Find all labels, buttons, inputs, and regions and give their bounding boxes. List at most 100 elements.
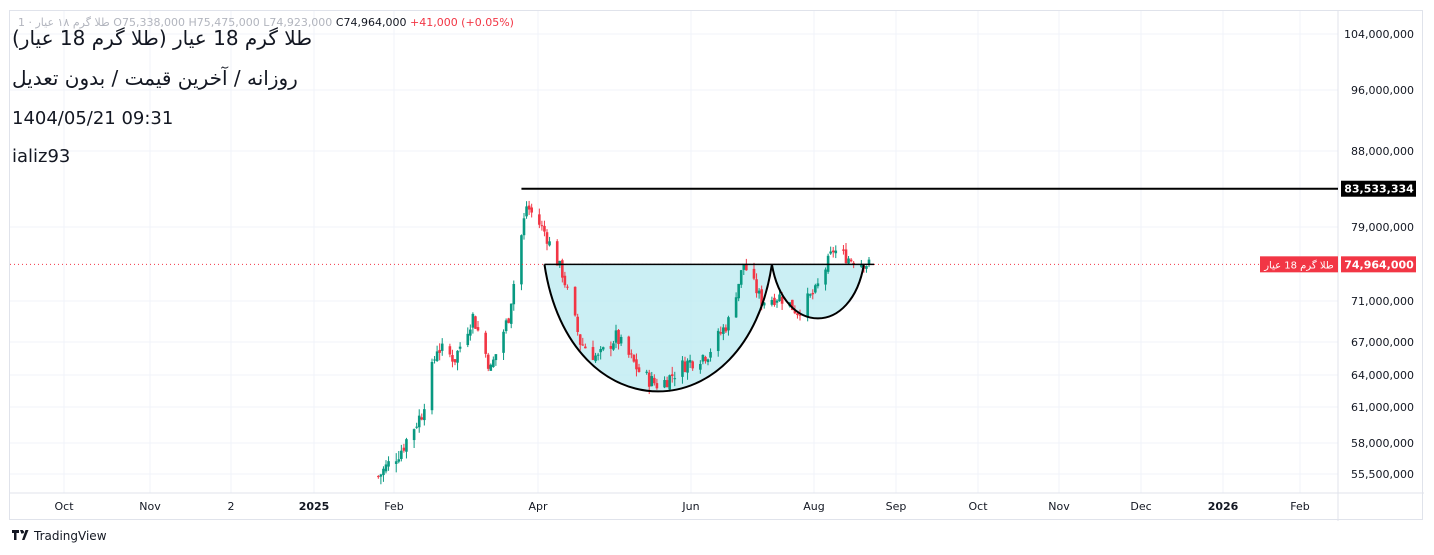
- candle-body: [737, 283, 740, 299]
- candle-body: [563, 275, 567, 286]
- candle-body: [484, 332, 487, 354]
- candle-body: [798, 314, 802, 316]
- candle-body: [433, 359, 436, 361]
- candle-body: [793, 309, 797, 314]
- y-tick-label: 104,000,000: [1344, 28, 1414, 41]
- candle-body: [806, 293, 809, 317]
- y-tick-label: 58,000,000: [1351, 437, 1414, 450]
- candle-body: [619, 336, 623, 344]
- candle-body: [469, 329, 472, 336]
- x-tick-label: Oct: [968, 500, 988, 513]
- handle-curve: [770, 264, 865, 320]
- last-price-text: 74,964,000: [1344, 258, 1414, 271]
- last-price-tag: [1341, 256, 1416, 273]
- candle-body: [609, 345, 613, 349]
- candle-body: [701, 354, 705, 362]
- x-tick-label: Dec: [1130, 500, 1151, 513]
- candle-body: [502, 331, 505, 353]
- price-axis[interactable]: 104,000,000 96,000,000 88,000,000 79,000,00…: [1344, 28, 1414, 481]
- candle-body: [742, 264, 746, 270]
- chart-title: طلا گرم 18 عیار (طلا گرم 18 عیار): [12, 26, 313, 50]
- candle-body: [673, 378, 677, 380]
- candle-body: [739, 270, 743, 285]
- candle-body: [474, 316, 477, 329]
- candle-body: [440, 343, 444, 351]
- candle-body: [382, 468, 385, 476]
- candle-body: [504, 320, 508, 332]
- cup-area: [544, 264, 772, 392]
- candle-body: [415, 426, 418, 428]
- candle-body: [507, 318, 510, 323]
- y-tick-label: 55,500,000: [1351, 468, 1414, 481]
- candle-body: [808, 294, 812, 296]
- grid-lines: [10, 11, 1424, 521]
- candle-body: [476, 327, 480, 331]
- candle-body: [865, 266, 868, 269]
- candle-body: [394, 461, 398, 464]
- y-tick-label: 67,000,000: [1351, 336, 1414, 349]
- candle-body: [591, 347, 595, 360]
- candle-body: [770, 300, 774, 305]
- candle-body: [699, 363, 702, 370]
- candle-body: [405, 439, 408, 452]
- x-tick-label: 2: [228, 500, 235, 513]
- candle-body: [538, 214, 541, 225]
- x-tick-label: 2026: [1208, 500, 1239, 513]
- candlestick-series: [377, 200, 871, 485]
- candle-body: [704, 356, 707, 362]
- candle-body: [686, 360, 689, 373]
- candle-body: [486, 354, 490, 369]
- candle-body: [379, 474, 383, 477]
- candle-body: [665, 380, 669, 388]
- candle-body: [645, 371, 648, 373]
- candle-body: [847, 258, 850, 264]
- candle-body: [632, 354, 636, 362]
- time-axis[interactable]: Oct Nov 2 2025 Feb Apr Jun Aug Sep Oct Nov Dec 2026 F…: [54, 500, 1309, 513]
- ohlc-legend: طلا گرم ۱۸ عیار · 1 O75,338,000 H75,475,…: [18, 16, 514, 29]
- candle-body: [668, 375, 671, 390]
- candle-body: [752, 268, 756, 279]
- candle-body: [612, 343, 615, 350]
- candle-body: [727, 317, 730, 331]
- candle-body: [540, 225, 544, 227]
- price-labels: 83,533,334 طلا گرم 18 عیار 74,964,000: [1260, 180, 1416, 273]
- resistance-price-text: 83,533,334: [1344, 183, 1414, 196]
- candle-body: [548, 241, 551, 246]
- candle-body: [456, 350, 459, 363]
- candle-body: [706, 359, 710, 363]
- candle-body: [555, 241, 559, 266]
- candle-body: [796, 313, 799, 316]
- tradingview-footer[interactable]: TradingView: [12, 529, 107, 543]
- candle-body: [842, 249, 845, 251]
- drawings: [10, 187, 1338, 393]
- candle-body: [530, 207, 533, 213]
- candle-body: [576, 316, 579, 332]
- candle-body: [614, 330, 618, 343]
- candle-body: [599, 348, 602, 353]
- candle-body: [814, 285, 817, 293]
- change-value: +41,000 (+0.05%): [409, 16, 514, 29]
- candle-body: [435, 351, 439, 361]
- candle-body: [601, 347, 605, 350]
- x-tick-label: Nov: [139, 500, 161, 513]
- candle-body: [627, 336, 631, 355]
- candle-body: [522, 218, 526, 236]
- candle-body: [755, 279, 758, 294]
- candle-body: [458, 346, 462, 349]
- candle-body: [545, 232, 549, 244]
- candle-body: [831, 250, 835, 253]
- tradingview-logo-icon: [12, 530, 29, 540]
- candle-body: [775, 300, 779, 303]
- candle-body: [824, 269, 827, 285]
- candle-body: [384, 464, 388, 472]
- candle-body: [760, 289, 763, 307]
- series-name-tag: [1260, 256, 1338, 273]
- ohlc-values-faded: طلا گرم ۱۸ عیار · 1 O75,338,000 H75,475,…: [18, 16, 333, 29]
- price-chart[interactable]: 104,000,000 96,000,000 88,000,000 79,000,00…: [10, 11, 1424, 521]
- chart-author: ializ93: [12, 146, 71, 167]
- x-tick-label: Feb: [1290, 500, 1309, 513]
- chart-frame[interactable]: 104,000,000 96,000,000 88,000,000 79,000,00…: [9, 10, 1424, 521]
- candle-body: [377, 476, 380, 478]
- candle-body: [637, 367, 641, 372]
- candle-body: [596, 354, 600, 356]
